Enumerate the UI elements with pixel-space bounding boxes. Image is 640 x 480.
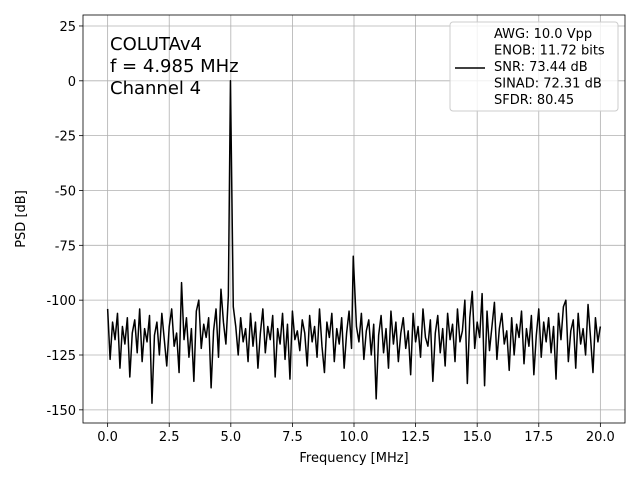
annotation: Channel 4 (110, 78, 201, 99)
y-tick-label: -125 (46, 349, 76, 364)
legend: AWG: 10.0 Vpp ENOB: 11.72 bits SNR: 73.44 … (449, 21, 619, 112)
y-tick-label: -150 (46, 404, 76, 419)
plot-frame (82, 14, 626, 424)
x-tick-label: 12.5 (401, 430, 430, 445)
x-tick-label: 5.0 (220, 430, 241, 445)
annotation: COLUTAv4 (110, 34, 202, 55)
legend-label: AWG: 10.0 Vpp ENOB: 11.72 bits SNR: 73.44 … (494, 27, 605, 108)
y-tick-label: 25 (59, 20, 76, 35)
x-tick-label: 20.0 (586, 430, 615, 445)
legend-box (449, 21, 619, 112)
y-tick-label: 0 (68, 75, 76, 90)
y-tick-label: -75 (55, 239, 76, 254)
y-tick-label: -50 (55, 184, 76, 199)
x-tick-label: 0.0 (97, 430, 118, 445)
y-tick-label: -25 (55, 130, 76, 145)
annotation: f = 4.985 MHz (110, 56, 239, 77)
x-axis-label: Frequency [MHz] (299, 451, 408, 466)
series-line (106, 80, 602, 405)
x-tick-label: 17.5 (524, 430, 553, 445)
y-tick-label: -100 (46, 294, 76, 309)
x-tick-label: 10.0 (340, 430, 369, 445)
y-axis-label: PSD [dB] (14, 190, 29, 248)
x-tick-label: 2.5 (159, 430, 180, 445)
x-tick-label: 7.5 (282, 430, 303, 445)
x-tick-label: 15.0 (463, 430, 492, 445)
